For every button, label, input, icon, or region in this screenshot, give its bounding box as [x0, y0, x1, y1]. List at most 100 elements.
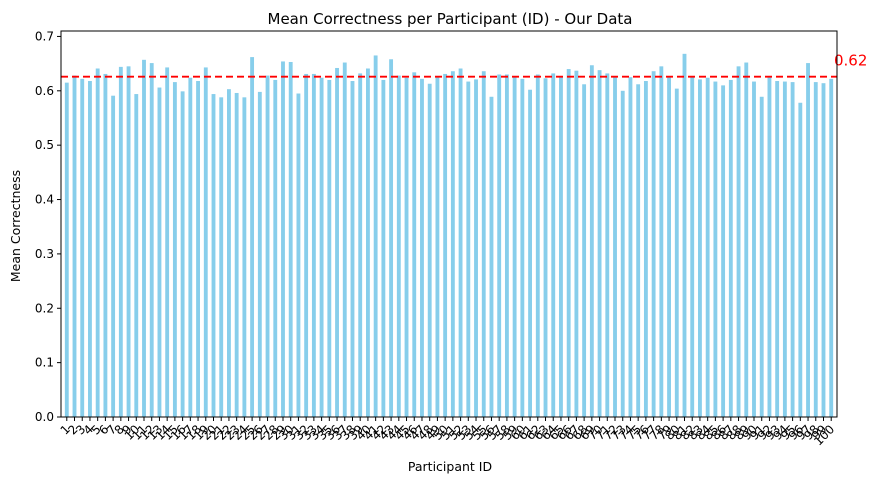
- bar-participant-89: [744, 62, 749, 417]
- bar-participant-85: [713, 81, 718, 417]
- bar-participant-37: [342, 62, 347, 417]
- y-tick-label: 0.5: [35, 138, 54, 152]
- bar-participant-36: [335, 67, 339, 417]
- bar-participant-57: [497, 74, 502, 418]
- bar-participant-23: [234, 92, 239, 417]
- bar-participant-73: [620, 90, 625, 418]
- chart-title: Mean Correctness per Participant (ID) - …: [268, 10, 633, 28]
- bar-participant-91: [759, 96, 764, 417]
- bar-participant-99: [821, 83, 826, 417]
- bar-participant-12: [149, 63, 154, 417]
- bar-participant-5: [95, 68, 100, 417]
- bar-participant-18: [196, 81, 200, 418]
- y-tick-label: 0.6: [35, 84, 54, 98]
- bar-participant-78: [659, 66, 664, 417]
- bar-participant-41: [373, 55, 378, 418]
- bar-participant-80: [674, 88, 679, 417]
- bar-participant-82: [690, 76, 695, 418]
- bar-participant-9: [126, 66, 131, 417]
- bar-participant-72: [613, 76, 617, 418]
- bar-participant-35: [327, 79, 332, 418]
- bar-participant-79: [667, 76, 671, 418]
- bar-participant-75: [636, 84, 641, 417]
- bar-participant-58: [504, 74, 509, 418]
- bar-participant-90: [752, 81, 756, 417]
- bar-participant-6: [103, 73, 108, 417]
- bar-participant-24: [242, 97, 247, 417]
- bar-participant-2: [72, 75, 77, 417]
- bar-participant-53: [466, 81, 471, 417]
- bar-participant-20: [211, 94, 216, 417]
- bar-participant-38: [350, 81, 355, 418]
- bar-participant-68: [582, 84, 587, 417]
- bar-participant-63: [543, 78, 548, 418]
- bar-participant-19: [203, 67, 208, 418]
- bar-participant-61: [528, 89, 532, 417]
- bar-participant-16: [180, 91, 185, 417]
- y-tick-label: 0.4: [35, 193, 54, 207]
- bar-participant-31: [296, 93, 301, 418]
- bar-participant-77: [651, 71, 656, 417]
- bar-participant-64: [551, 73, 556, 417]
- y-tick-label: 0.7: [35, 29, 54, 43]
- bar-participant-49: [435, 76, 440, 418]
- y-tick-label: 0.3: [35, 247, 54, 261]
- bar-participant-52: [458, 68, 463, 417]
- bar-participant-42: [381, 79, 386, 418]
- plot-frame: [60, 30, 838, 418]
- bar-participant-8: [118, 66, 123, 417]
- bar-participant-74: [628, 77, 633, 418]
- bar-participant-66: [566, 69, 571, 417]
- bar-participant-93: [775, 81, 780, 418]
- bar-participant-29: [281, 61, 285, 417]
- bar-participant-54: [474, 79, 478, 417]
- bar-participant-14: [165, 67, 170, 418]
- x-axis-ticks: 1234567891011121314151617181920212223242…: [58, 417, 837, 448]
- y-tick-label: 0.2: [35, 301, 54, 315]
- bar-participant-51: [450, 71, 455, 417]
- bar-participant-32: [304, 73, 309, 417]
- bar-participant-55: [481, 71, 486, 417]
- bar-participant-44: [396, 75, 401, 417]
- mean-reference-label: 0.62: [834, 52, 867, 70]
- bar-participant-3: [80, 78, 85, 417]
- bars-group: [64, 53, 834, 418]
- x-axis-label: Participant ID: [408, 459, 492, 474]
- bar-participant-28: [273, 79, 278, 418]
- bar-participant-83: [698, 79, 702, 417]
- bar-participant-50: [443, 73, 448, 417]
- bar-participant-71: [605, 73, 610, 417]
- bar-participant-70: [597, 70, 602, 417]
- bar-participant-40: [366, 68, 370, 417]
- bar-participant-48: [427, 83, 432, 418]
- bar-participant-88: [736, 66, 741, 417]
- bar-participant-47: [420, 78, 424, 417]
- y-tick-label: 0.0: [35, 410, 54, 424]
- bar-participant-95: [790, 82, 795, 417]
- bar-participant-98: [813, 82, 818, 417]
- bar-participant-25: [250, 57, 255, 417]
- bar-participant-22: [227, 89, 231, 418]
- bar-participant-4: [88, 81, 92, 418]
- bar-participant-39: [358, 73, 363, 417]
- bar-participant-21: [219, 97, 224, 417]
- bar-participant-69: [589, 65, 594, 417]
- bar-participant-59: [512, 76, 517, 418]
- bar-participant-30: [288, 61, 293, 418]
- bar-participant-87: [728, 79, 733, 418]
- bar-participant-11: [142, 59, 146, 418]
- bar-participant-97: [806, 63, 810, 417]
- y-axis-label: Mean Correctness: [8, 170, 23, 282]
- bar-participant-26: [257, 91, 262, 417]
- bar-participant-62: [535, 74, 540, 418]
- bar-participant-60: [520, 78, 525, 417]
- bar-participant-92: [767, 76, 772, 418]
- bar-participant-34: [319, 77, 324, 417]
- bar-participant-81: [682, 53, 687, 417]
- bar-participant-96: [798, 102, 803, 417]
- bar-participant-17: [188, 77, 193, 417]
- bar-participant-56: [489, 96, 494, 417]
- y-tick-label: 0.1: [35, 356, 54, 370]
- bar-participant-100: [829, 78, 834, 417]
